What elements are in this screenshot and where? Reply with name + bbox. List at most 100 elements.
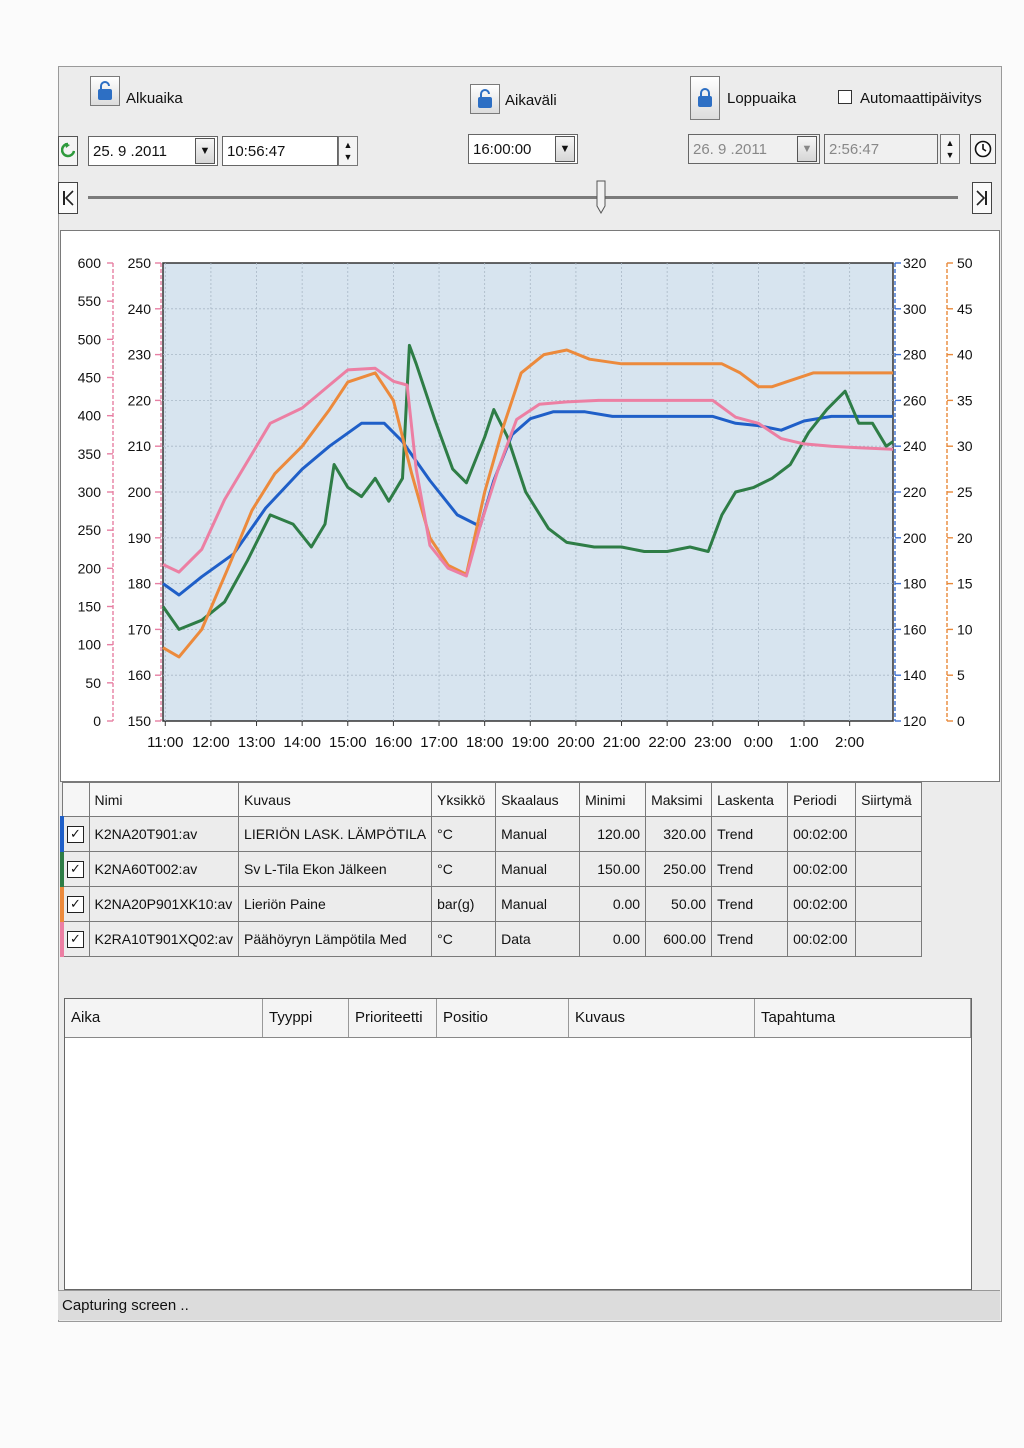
skip-end-icon — [976, 190, 987, 206]
signal-table: Nimi Kuvaus Yksikkö Skaalaus Minimi Maks… — [60, 782, 923, 957]
header-calculation[interactable]: Laskenta — [711, 782, 789, 817]
row-visible-checkbox[interactable]: ✓ — [67, 860, 84, 878]
signal-minimum: 150.00 — [579, 851, 647, 887]
events-col-event[interactable]: Tapahtuma — [755, 999, 971, 1037]
end-date-field: 26. 9 .2011 ▼ — [688, 134, 820, 164]
green-axis-tick-label: 240 — [128, 301, 152, 317]
events-col-description[interactable]: Kuvaus — [569, 999, 755, 1037]
events-list[interactable]: Aika Tyyppi Prioriteetti Positio Kuvaus … — [64, 998, 972, 1290]
signal-period: 00:02:00 — [787, 886, 857, 922]
start-date-field[interactable]: 25. 9 .2011 ▼ — [88, 136, 218, 166]
signal-scaling: Manual — [495, 816, 581, 852]
interval-value: 16:00:00 — [473, 140, 532, 158]
clock-icon — [974, 140, 992, 158]
refresh-button[interactable] — [58, 136, 78, 166]
go-to-start-button[interactable] — [58, 182, 78, 214]
green-axis-tick-label: 160 — [128, 667, 152, 683]
orange-axis-tick-label: 45 — [957, 301, 973, 317]
pink-axis-tick-label: 100 — [78, 637, 102, 653]
skip-start-icon — [63, 190, 74, 206]
events-col-position[interactable]: Positio — [437, 999, 569, 1037]
end-time-spinner: ▲ ▼ — [940, 134, 960, 164]
signal-calculation: Trend — [711, 851, 789, 887]
green-axis-tick-label: 170 — [128, 621, 152, 637]
end-date-dropdown: ▼ — [797, 136, 817, 162]
x-tick-label: 12:00 — [192, 734, 230, 751]
interval-lock-button[interactable] — [470, 84, 500, 114]
row-select-cell[interactable]: ✓ — [60, 816, 90, 852]
blue-axis-tick-label: 160 — [903, 621, 927, 637]
header-select-column — [61, 782, 90, 817]
signal-calculation: Trend — [711, 886, 789, 922]
orange-axis-tick-label: 25 — [957, 484, 973, 500]
interval-dropdown[interactable]: ▼ — [555, 136, 575, 162]
signal-shift — [855, 816, 923, 852]
go-to-end-button[interactable] — [972, 182, 992, 214]
signal-name: K2NA20P901XK10:av — [88, 886, 240, 922]
signal-name: K2RA10T901XQ02:av — [88, 921, 240, 957]
header-period[interactable]: Periodi — [787, 782, 857, 817]
series-line-k2ra10t901xq02-av — [162, 366, 894, 578]
green-axis-tick-label: 210 — [128, 438, 152, 454]
blue-axis-tick-label: 280 — [903, 347, 927, 363]
header-maximum[interactable]: Maksimi — [645, 782, 713, 817]
trend-chart[interactable]: 11:00 12:00 13:00 14:00 15:00 16:00 17:00 18:00… — [61, 231, 999, 781]
pink-axis-tick-label: 150 — [78, 599, 102, 615]
x-tick-label: 1:00 — [789, 734, 818, 751]
green-axis-tick-label: 190 — [128, 530, 152, 546]
table-row[interactable]: ✓ K2NA20P901XK10:av Lieriön Paine bar(g) Man… — [60, 886, 923, 922]
x-tick-label: 13:00 — [238, 734, 276, 751]
signal-unit: °C — [431, 851, 497, 887]
row-visible-checkbox[interactable]: ✓ — [67, 825, 84, 843]
blue-axis-tick-label: 180 — [903, 576, 927, 592]
table-row[interactable]: ✓ K2NA60T002:av Sv L-Tila Ekon Jälkeen °C Ma… — [60, 851, 923, 887]
auto-update-checkbox[interactable] — [838, 90, 852, 104]
signal-scaling: Data — [495, 921, 581, 957]
signal-maximum: 50.00 — [645, 886, 713, 922]
signal-scaling: Manual — [495, 886, 581, 922]
signal-shift — [855, 921, 923, 957]
row-visible-checkbox[interactable]: ✓ — [67, 895, 84, 913]
orange-axis-tick-label: 10 — [957, 621, 973, 637]
start-lock-button[interactable] — [90, 76, 120, 106]
x-tick-label: 22:00 — [648, 734, 686, 751]
x-tick-label: 16:00 — [375, 734, 413, 751]
table-row[interactable]: ✓ K2NA20T901:av LIERIÖN LASK. LÄMPÖTILA °C M… — [60, 816, 923, 852]
events-col-time[interactable]: Aika — [65, 999, 263, 1037]
pink-axis-tick-label: 0 — [93, 713, 101, 729]
header-name[interactable]: Nimi — [88, 782, 240, 817]
header-minimum[interactable]: Minimi — [579, 782, 647, 817]
signal-unit: bar(g) — [431, 886, 497, 922]
end-time-label: Loppuaika — [727, 90, 797, 107]
start-date-dropdown[interactable]: ▼ — [195, 138, 215, 164]
row-select-cell[interactable]: ✓ — [60, 886, 90, 922]
row-select-cell[interactable]: ✓ — [60, 851, 90, 887]
events-col-type[interactable]: Tyyppi — [263, 999, 349, 1037]
header-unit[interactable]: Yksikkö — [431, 782, 497, 817]
row-select-cell[interactable]: ✓ — [60, 921, 90, 957]
interval-field[interactable]: 16:00:00 ▼ — [468, 134, 578, 164]
header-shift[interactable]: Siirtymä — [855, 782, 923, 817]
row-visible-checkbox[interactable]: ✓ — [67, 930, 84, 948]
start-time-field[interactable]: 10:56:47 — [222, 136, 338, 166]
events-col-priority[interactable]: Prioriteetti — [349, 999, 437, 1037]
time-slider-thumb[interactable] — [596, 180, 606, 215]
time-slider-track[interactable] — [88, 196, 958, 199]
header-scaling[interactable]: Skaalaus — [495, 782, 581, 817]
header-description[interactable]: Kuvaus — [238, 782, 433, 817]
clock-button[interactable] — [970, 134, 996, 164]
lock-icon — [98, 81, 112, 100]
pink-axis-tick-label: 50 — [85, 675, 101, 691]
signal-description: Sv L-Tila Ekon Jälkeen — [238, 851, 433, 887]
start-time-spinner[interactable]: ▲ ▼ — [338, 136, 358, 166]
pink-axis-tick-label: 200 — [78, 560, 102, 576]
lock-closed-icon — [698, 88, 712, 107]
pink-axis-tick-label: 300 — [78, 484, 102, 500]
x-tick-label: 21:00 — [603, 734, 641, 751]
blue-axis-tick-label: 120 — [903, 713, 927, 729]
table-row[interactable]: ✓ K2RA10T901XQ02:av Päähöyryn Lämpötila Me… — [60, 921, 923, 957]
orange-axis-tick-label: 50 — [957, 255, 973, 271]
end-lock-button[interactable] — [690, 76, 720, 120]
x-tick-label: 19:00 — [512, 734, 550, 751]
end-time-field: 2:56:47 — [824, 134, 938, 164]
